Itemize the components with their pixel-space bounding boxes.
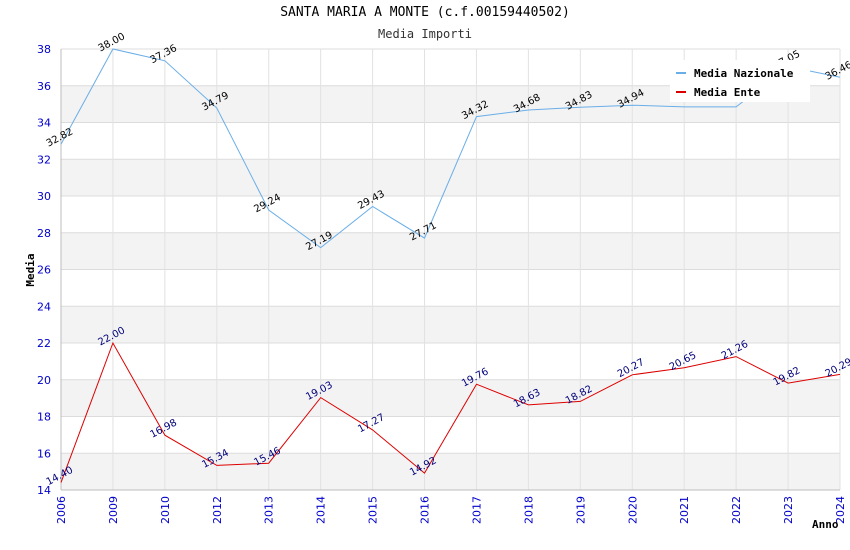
x-tick-label: 2022 xyxy=(730,496,743,524)
grid-bands xyxy=(60,48,841,491)
y-tick-label: 32 xyxy=(37,153,51,166)
data-label: 37.36 xyxy=(148,43,178,66)
y-axis-title: Media xyxy=(24,253,37,286)
data-label: 36.46 xyxy=(824,60,850,83)
x-tick-label: 2017 xyxy=(470,496,483,524)
y-tick-label: 14 xyxy=(37,484,51,497)
series-line xyxy=(60,341,841,483)
y-tick-label: 22 xyxy=(37,337,51,350)
x-tick-label: 2009 xyxy=(107,496,120,524)
x-tick-label: 2014 xyxy=(315,496,328,524)
chart-subtitle: Media Importi xyxy=(378,27,472,41)
y-tick-label: 24 xyxy=(37,300,51,313)
data-label: 20.27 xyxy=(616,357,646,380)
grid-band xyxy=(61,306,840,343)
x-tick-label: 2019 xyxy=(574,496,587,524)
series-line xyxy=(60,48,841,249)
y-tick-label: 20 xyxy=(37,374,51,387)
y-axis-ticks: 14 16 18 20 22 24 26 28 30 32 34 36 38 xyxy=(37,43,51,497)
y-tick-label: 16 xyxy=(37,447,51,460)
chart-title: SANTA MARIA A MONTE (c.f.00159440502) xyxy=(280,5,570,20)
grid-band xyxy=(61,232,840,270)
y-tick-label: 34 xyxy=(37,117,51,130)
x-tick-label: 2018 xyxy=(522,496,535,524)
series-lines xyxy=(60,48,841,483)
data-label: 16.98 xyxy=(148,417,178,440)
x-tick-label: 2010 xyxy=(159,496,172,524)
y-tick-label: 28 xyxy=(37,227,51,240)
y-tick-label: 26 xyxy=(37,264,51,277)
grid-band xyxy=(61,453,840,490)
x-tick-label: 2015 xyxy=(367,496,380,524)
legend-box xyxy=(670,60,810,102)
x-tick-label: 2024 xyxy=(834,496,847,524)
x-tick-label: 2006 xyxy=(55,496,68,524)
x-tick-label: 2016 xyxy=(419,496,432,524)
data-label: 20.29 xyxy=(824,357,850,380)
legend-entry: Media Ente xyxy=(694,86,761,99)
x-tick-label: 2023 xyxy=(782,496,795,524)
legend: Media Nazionale Media Ente xyxy=(670,60,810,102)
x-tick-label: 2013 xyxy=(263,496,276,524)
x-tick-label: 2020 xyxy=(626,496,639,524)
grid-band xyxy=(61,379,840,417)
x-tick-label: 2012 xyxy=(211,496,224,524)
y-tick-label: 38 xyxy=(37,43,51,56)
x-axis-title: Anno xyxy=(812,518,839,531)
legend-entry: Media Nazionale xyxy=(694,67,794,80)
y-tick-label: 18 xyxy=(37,411,51,424)
x-axis-ticks: 2006 2009 2010 2012 2013 2014 2015 2016 2017 2018… xyxy=(55,496,847,524)
x-tick-label: 2021 xyxy=(678,496,691,524)
y-tick-label: 36 xyxy=(37,80,51,93)
data-label: 32.82 xyxy=(45,126,75,149)
y-tick-label: 30 xyxy=(37,190,51,203)
data-label: 20.65 xyxy=(668,350,698,373)
